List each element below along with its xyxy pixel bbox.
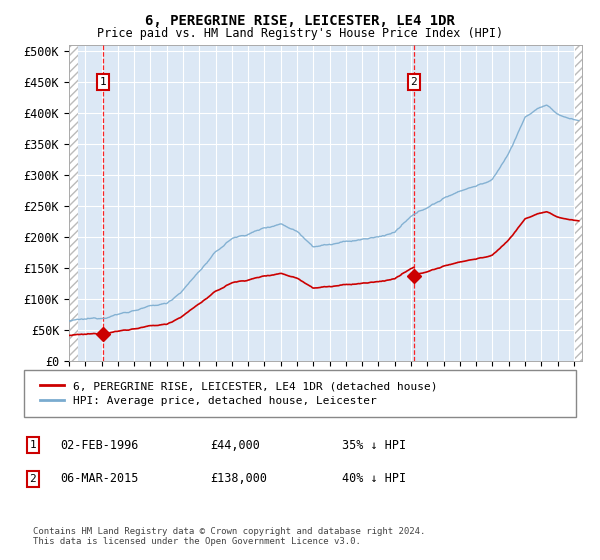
Text: £44,000: £44,000: [210, 438, 260, 452]
Text: 06-MAR-2015: 06-MAR-2015: [60, 472, 139, 486]
Text: 1: 1: [29, 440, 37, 450]
Text: 2: 2: [410, 77, 417, 87]
Legend: 6, PEREGRINE RISE, LEICESTER, LE4 1DR (detached house), HPI: Average price, deta: 6, PEREGRINE RISE, LEICESTER, LE4 1DR (d…: [35, 377, 442, 410]
Text: 35% ↓ HPI: 35% ↓ HPI: [342, 438, 406, 452]
Text: Price paid vs. HM Land Registry's House Price Index (HPI): Price paid vs. HM Land Registry's House …: [97, 27, 503, 40]
Text: 02-FEB-1996: 02-FEB-1996: [60, 438, 139, 452]
Text: £138,000: £138,000: [210, 472, 267, 486]
Text: 6, PEREGRINE RISE, LEICESTER, LE4 1DR: 6, PEREGRINE RISE, LEICESTER, LE4 1DR: [145, 14, 455, 28]
FancyBboxPatch shape: [24, 370, 576, 417]
Bar: [575, 45, 584, 361]
Text: 40% ↓ HPI: 40% ↓ HPI: [342, 472, 406, 486]
Text: 2: 2: [29, 474, 37, 484]
Text: Contains HM Land Registry data © Crown copyright and database right 2024.
This d: Contains HM Land Registry data © Crown c…: [33, 526, 425, 546]
Text: 1: 1: [100, 77, 106, 87]
Bar: [69, 45, 78, 361]
